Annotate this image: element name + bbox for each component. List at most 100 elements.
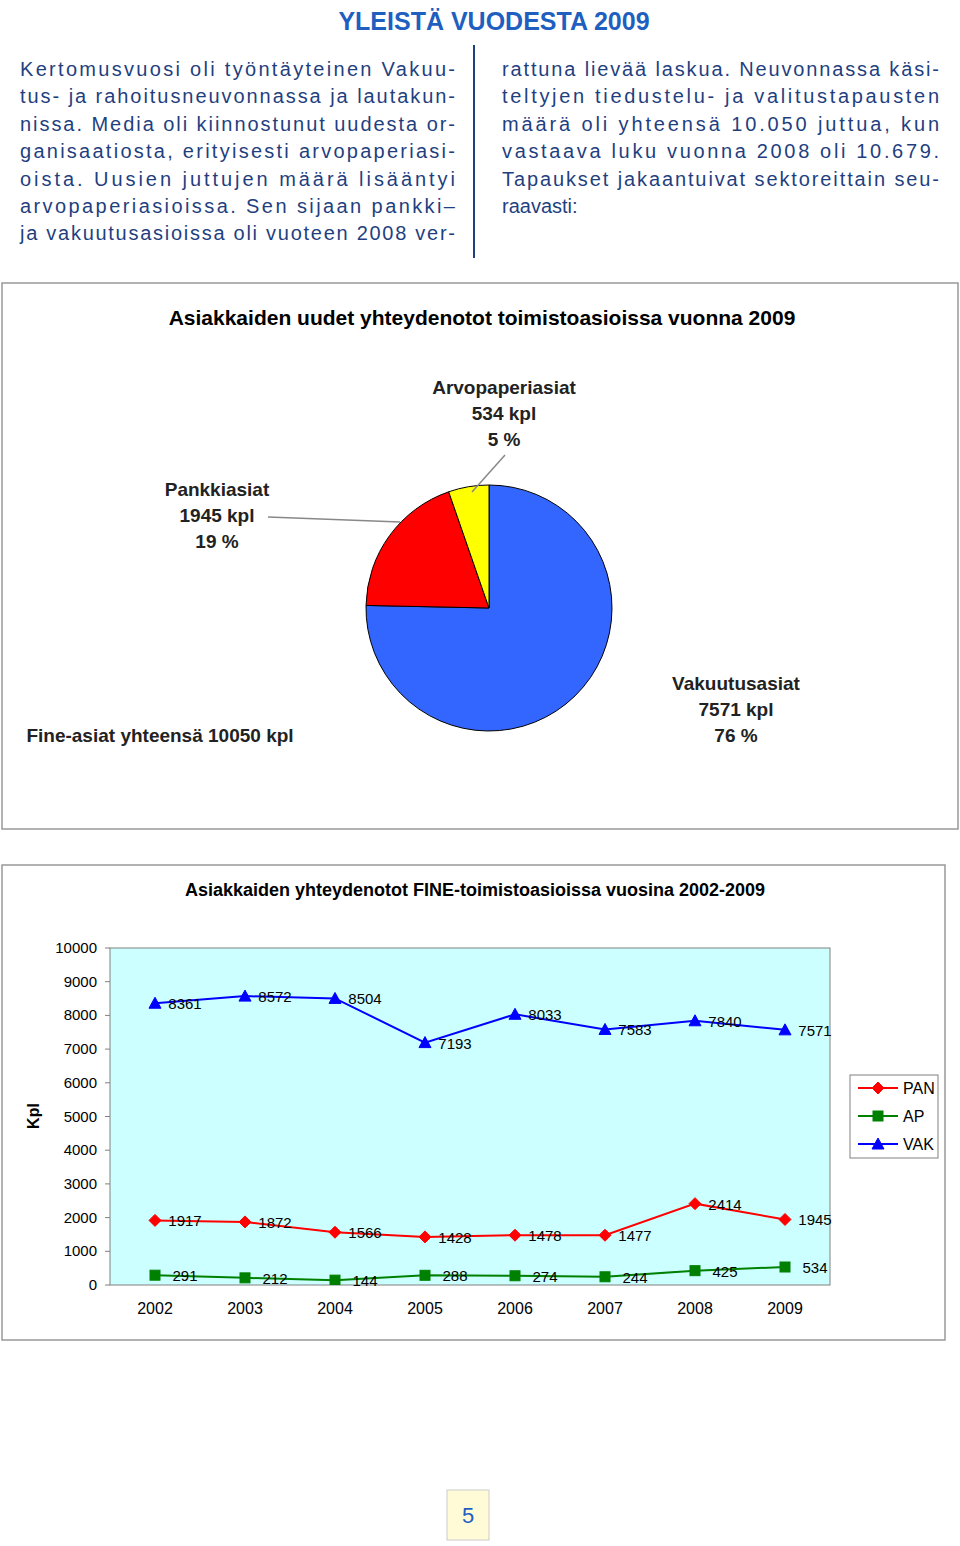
x-tick-label: 2007	[587, 1300, 623, 1317]
point	[509, 1008, 521, 1019]
axis-label: Kpl	[25, 1103, 42, 1129]
data-label: 291	[172, 1267, 197, 1284]
point	[599, 1229, 611, 1241]
body-text-line: teltyjen tiedustelu- ja valitustapausten	[502, 85, 939, 107]
data-label: 8572	[258, 988, 291, 1005]
point	[149, 997, 161, 1008]
data-label: 244	[622, 1269, 647, 1286]
x-tick-label: 2006	[497, 1300, 533, 1317]
y-tick-label: 7000	[64, 1040, 97, 1057]
y-tick-label: 0	[89, 1276, 97, 1293]
slice-value-label: 7571 kpl	[699, 699, 774, 720]
y-tick	[105, 1285, 110, 1286]
point	[600, 1272, 610, 1282]
point	[329, 1226, 341, 1238]
y-tick	[105, 1150, 110, 1151]
y-tick	[105, 948, 110, 949]
data-label: 1478	[528, 1227, 561, 1244]
chart-title: Asiakkaiden yhteydenotot FINE-toimistoas…	[185, 880, 765, 900]
data-label: 288	[442, 1267, 467, 1284]
point	[239, 990, 251, 1001]
legend	[850, 1075, 938, 1158]
legend-marker	[873, 1111, 883, 1121]
point	[599, 1023, 611, 1034]
slice-percent-label: 19 %	[195, 531, 238, 552]
data-label: 1872	[258, 1214, 291, 1231]
body-text-line: määrä oli yhteensä 10.050 juttua, kun	[502, 113, 939, 135]
x-tick-label: 2002	[137, 1300, 173, 1317]
body-text-line: oista. Uusien juttujen määrä lisääntyi	[20, 168, 455, 190]
data-label: 212	[262, 1270, 287, 1287]
point	[509, 1229, 521, 1241]
y-tick	[105, 1251, 110, 1252]
x-tick-label: 2004	[317, 1300, 353, 1317]
data-label: 1566	[348, 1224, 381, 1241]
plot-area	[110, 948, 830, 1285]
point	[329, 992, 341, 1003]
page: YLEISTÄ VUODESTA 2009Kertomusvuosi oli t…	[0, 0, 960, 1546]
leader-line	[268, 517, 400, 522]
pie-slice	[366, 485, 612, 731]
slice-percent-label: 76 %	[714, 725, 757, 746]
y-tick-label: 5000	[64, 1108, 97, 1125]
body-text-line: rattuna lievää laskua. Neuvonnassa käsi-	[502, 58, 939, 80]
point	[690, 1266, 700, 1276]
plot-marks	[149, 990, 791, 1285]
data-label: 8033	[528, 1006, 561, 1023]
legend-marker	[872, 1138, 884, 1149]
y-tick	[105, 1183, 110, 1184]
point	[240, 1273, 250, 1283]
y-tick-label: 2000	[64, 1209, 97, 1226]
data-label: 144	[352, 1272, 377, 1289]
data-label: 1428	[438, 1229, 471, 1246]
data-label: 8504	[348, 990, 381, 1007]
data-label: 7583	[618, 1021, 651, 1038]
data-label: 1477	[618, 1227, 651, 1244]
y-tick-label: 10000	[55, 939, 97, 956]
background	[0, 0, 960, 1546]
legend-label: VAK	[903, 1136, 934, 1153]
body-text-line: Tapaukset jakaantuivat sektoreittain seu…	[502, 168, 939, 190]
data-label: 7571	[798, 1022, 831, 1039]
body-text-line: ganisaatiosta, erityisesti arvopaperiasi…	[20, 140, 455, 162]
y-tick	[105, 1015, 110, 1016]
point	[689, 1198, 701, 1210]
point	[779, 1024, 791, 1035]
chart-frame	[2, 283, 958, 829]
point	[689, 1015, 701, 1026]
x-tick-label: 2009	[767, 1300, 803, 1317]
legend-marker	[872, 1082, 884, 1094]
x-tick-label: 2005	[407, 1300, 443, 1317]
y-tick	[105, 1049, 110, 1050]
data-label: 534	[802, 1259, 827, 1276]
body-text-line: ja vakuutusasioissa oli vuoteen 2008 ver…	[19, 222, 455, 244]
pie-slice	[449, 485, 489, 608]
point	[780, 1262, 790, 1272]
slice-label: Vakuutusasiat	[672, 673, 800, 694]
body-text-line: vastaava luku vuonna 2008 oli 10.679.	[502, 140, 939, 162]
point	[779, 1213, 791, 1225]
y-tick	[105, 1116, 110, 1117]
slice-label: Pankkiasiat	[165, 479, 270, 500]
y-tick-label: 3000	[64, 1175, 97, 1192]
body-text-line: arvopaperiasioissa. Sen sijaan pankki–	[20, 195, 456, 217]
point	[330, 1275, 340, 1285]
body-text-line: nissa. Media oli kiinnostunut uudesta or…	[20, 113, 455, 135]
slice-label: Arvopaperiasiat	[432, 377, 576, 398]
data-label: 274	[532, 1268, 557, 1285]
column-divider	[473, 45, 475, 258]
point	[420, 1270, 430, 1280]
y-tick-label: 8000	[64, 1006, 97, 1023]
y-tick	[105, 1217, 110, 1218]
pie	[366, 485, 612, 731]
header-title: YLEISTÄ VUODESTA 2009	[338, 7, 649, 35]
legend-label: AP	[903, 1108, 924, 1125]
y-tick-label: 6000	[64, 1074, 97, 1091]
slice-value-label: 534 kpl	[472, 403, 536, 424]
y-tick-label: 4000	[64, 1141, 97, 1158]
data-label: 2414	[708, 1196, 741, 1213]
body-text-line: tus- ja rahoitusneuvonnassa ja lautakun-	[20, 85, 455, 107]
data-label: 1945	[798, 1211, 831, 1228]
data-label: 425	[712, 1263, 737, 1280]
slice-value-label: 1945 kpl	[180, 505, 255, 526]
